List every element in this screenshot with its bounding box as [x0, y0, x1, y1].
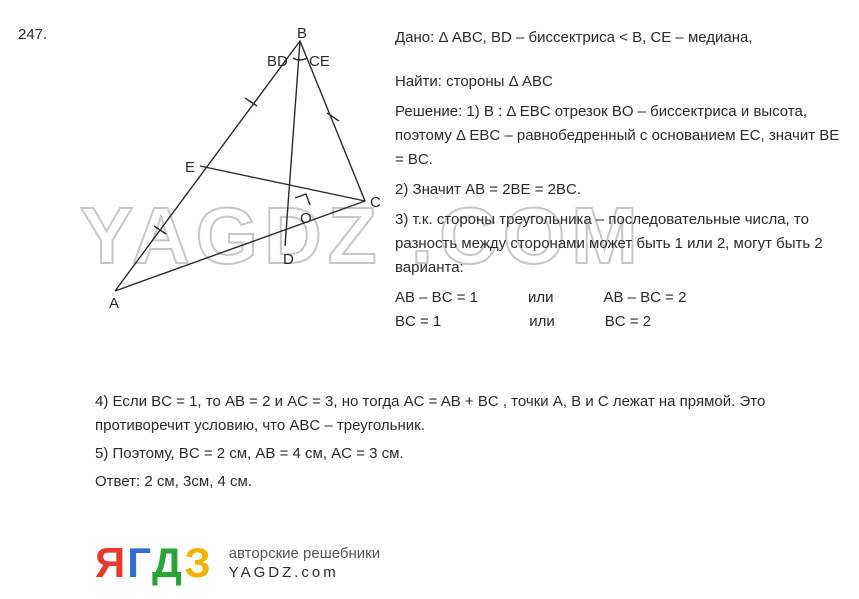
solution-text-right: Дано: Δ ABC, BD – биссектриса < B, CE – …: [395, 26, 845, 334]
case-left-2: BC = 1: [395, 310, 441, 334]
footer-text: авторские решебники YAGDZ.com: [229, 544, 380, 583]
label-e: E: [185, 159, 195, 176]
label-o: O: [300, 210, 312, 227]
step-2: 2) Значит AB = 2BE = 2BC.: [395, 178, 845, 202]
solution-label: Решение:: [395, 103, 462, 120]
diagram-svg: A B C D E O BD CE: [95, 26, 395, 316]
label-b: B: [297, 26, 307, 42]
case-table-row2: BC = 1 или BC = 2: [395, 310, 845, 334]
logo-char-2: Г: [127, 539, 152, 586]
label-a: A: [109, 295, 119, 312]
logo-char-4: З: [184, 539, 212, 586]
given-line: Дано: Δ ABC, BD – биссектриса < B, CE – …: [395, 26, 845, 50]
label-bd: BD: [267, 53, 288, 70]
answer-line: Ответ: 2 см, 3см, 4 см.: [95, 470, 845, 494]
case-left-1: AB – BC = 1: [395, 286, 478, 310]
logo-char-1: Я: [95, 539, 127, 586]
logo-char-3: Д: [152, 539, 184, 586]
site-logo: ЯГДЗ: [95, 539, 213, 587]
case-or-2: или: [529, 310, 555, 334]
label-c: C: [370, 194, 381, 211]
label-ce: CE: [309, 53, 330, 70]
step-5: 5) Поэтому, BC = 2 см, AB = 4 см, AC = 3…: [95, 442, 845, 466]
step-4: 4) Если BC = 1, то AB = 2 и AC = 3, но т…: [95, 390, 845, 438]
step-1: Решение: 1) B : Δ EBC отрезок BO – биссе…: [395, 100, 845, 172]
label-d: D: [283, 251, 294, 268]
step-3: 3) т.к. стороны треугольника – последова…: [395, 208, 845, 280]
footer: ЯГДЗ авторские решебники YAGDZ.com: [95, 539, 380, 587]
step-1-text: 1) B : Δ EBC отрезок BO – биссектриса и …: [395, 103, 839, 168]
geometry-diagram: A B C D E O BD CE: [95, 26, 395, 306]
problem-number: 247.: [18, 26, 47, 43]
solution-text-lower: 4) Если BC = 1, то AB = 2 и AC = 3, но т…: [95, 390, 845, 498]
case-right-2: BC = 2: [605, 310, 651, 334]
case-or-1: или: [528, 286, 554, 310]
case-right-1: AB – BC = 2: [603, 286, 686, 310]
case-table: AB – BC = 1 или AB – BC = 2: [395, 286, 845, 310]
footer-site: YAGDZ.com: [229, 563, 380, 583]
footer-tagline: авторские решебники: [229, 544, 380, 564]
find-line: Найти: стороны Δ ABC: [395, 70, 845, 94]
